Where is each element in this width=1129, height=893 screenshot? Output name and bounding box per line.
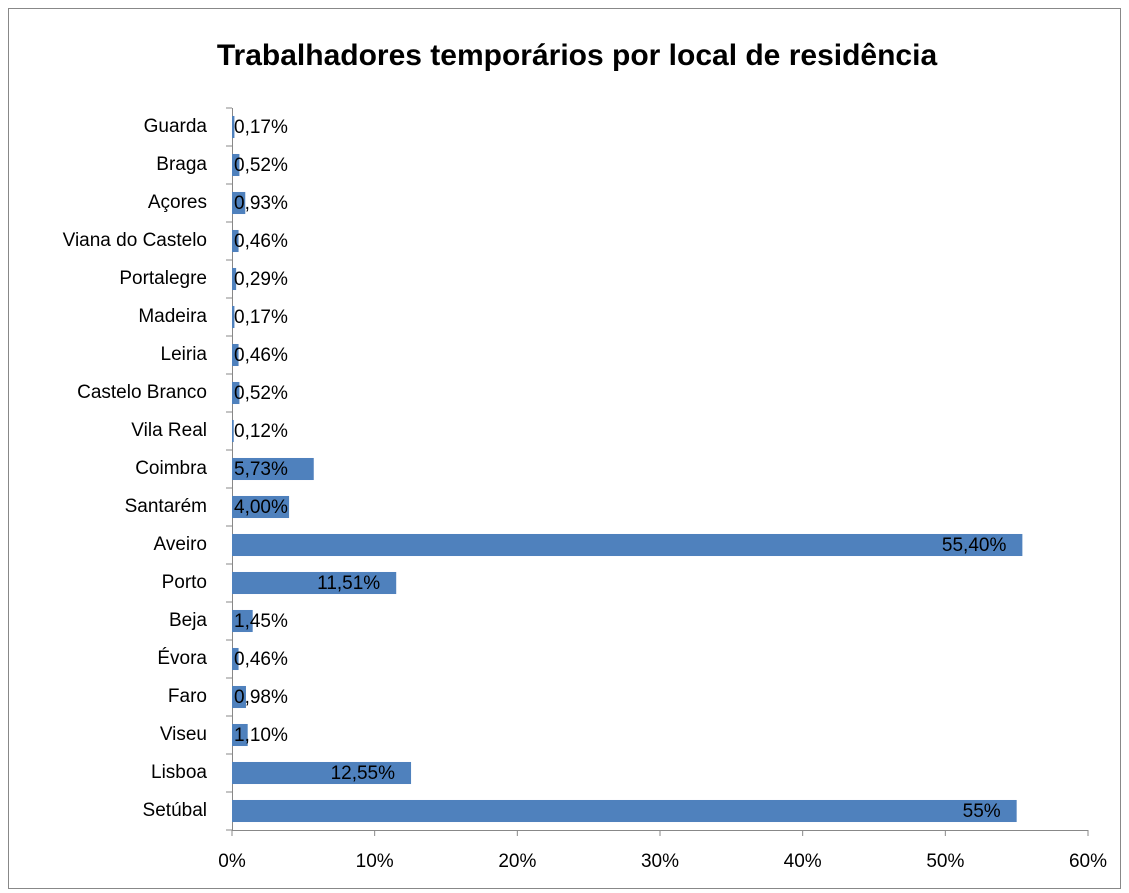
y-tick-label: Aveiro (153, 534, 207, 555)
x-tick-label: 50% (926, 851, 964, 872)
y-tick-label: Castelo Branco (77, 382, 207, 403)
bar (232, 343, 239, 367)
bar (232, 191, 246, 215)
y-tick-label: Viana do Castelo (63, 230, 207, 251)
y-tick-label: Madeira (138, 306, 207, 327)
x-tick-label: 20% (498, 851, 536, 872)
data-label: 0,52% (234, 383, 288, 404)
data-label: 0,93% (234, 193, 288, 214)
data-label: 0,17% (234, 117, 288, 138)
x-tick-label: 10% (356, 851, 394, 872)
bar (232, 685, 246, 709)
bar (232, 761, 412, 785)
y-tick-label: Portalegre (119, 268, 207, 289)
y-tick-label: Braga (156, 154, 207, 175)
data-label: 0,98% (234, 687, 288, 708)
bar (232, 381, 240, 405)
y-tick-label: Beja (169, 610, 207, 631)
x-tick-label: 30% (641, 851, 679, 872)
data-label: 0,17% (234, 307, 288, 328)
bar (232, 799, 1017, 823)
y-tick-label: Porto (162, 572, 207, 593)
bar (232, 723, 248, 747)
data-label: 12,55% (331, 763, 396, 784)
chart-title: Trabalhadores temporários por local de r… (217, 39, 938, 72)
bar (232, 153, 240, 177)
y-tick-label: Setúbal (143, 800, 207, 821)
data-label: 0,29% (234, 269, 288, 290)
data-label: 55% (963, 801, 1001, 822)
y-tick-label: Lisboa (151, 762, 207, 783)
bar (232, 533, 1023, 557)
data-label: 0,46% (234, 649, 288, 670)
bar (232, 609, 253, 633)
x-tick-label: 40% (784, 851, 822, 872)
data-label: 55,40% (942, 535, 1007, 556)
data-label: 0,52% (234, 155, 288, 176)
bar (232, 647, 239, 671)
x-tick-label: 60% (1069, 851, 1107, 872)
data-label: 0,46% (234, 231, 288, 252)
y-tick-label: Vila Real (131, 420, 207, 441)
data-label: 11,51% (317, 573, 380, 594)
chart-border (8, 8, 1121, 889)
bar (232, 495, 290, 519)
data-label: 0,46% (234, 345, 288, 366)
bar (232, 419, 234, 443)
y-tick-label: Coimbra (135, 458, 207, 479)
data-label: 1,10% (234, 725, 288, 746)
y-tick-label: Viseu (160, 724, 207, 745)
data-label: 0,12% (234, 421, 288, 442)
y-tick-label: Évora (157, 648, 207, 669)
data-label: 1,45% (234, 611, 288, 632)
bar (232, 267, 237, 291)
y-tick-label: Leiria (161, 344, 208, 365)
x-tick-label: 0% (218, 851, 246, 872)
bar (232, 457, 314, 481)
y-tick-label: Santarém (125, 496, 207, 517)
bar (232, 115, 235, 139)
data-label: 4,00% (234, 497, 288, 518)
data-label: 5,73% (234, 459, 288, 480)
y-tick-label: Guarda (144, 116, 208, 137)
bar (232, 571, 397, 595)
bar (232, 229, 239, 253)
bar (232, 305, 235, 329)
y-tick-label: Faro (168, 686, 207, 707)
y-tick-label: Açores (148, 192, 207, 213)
